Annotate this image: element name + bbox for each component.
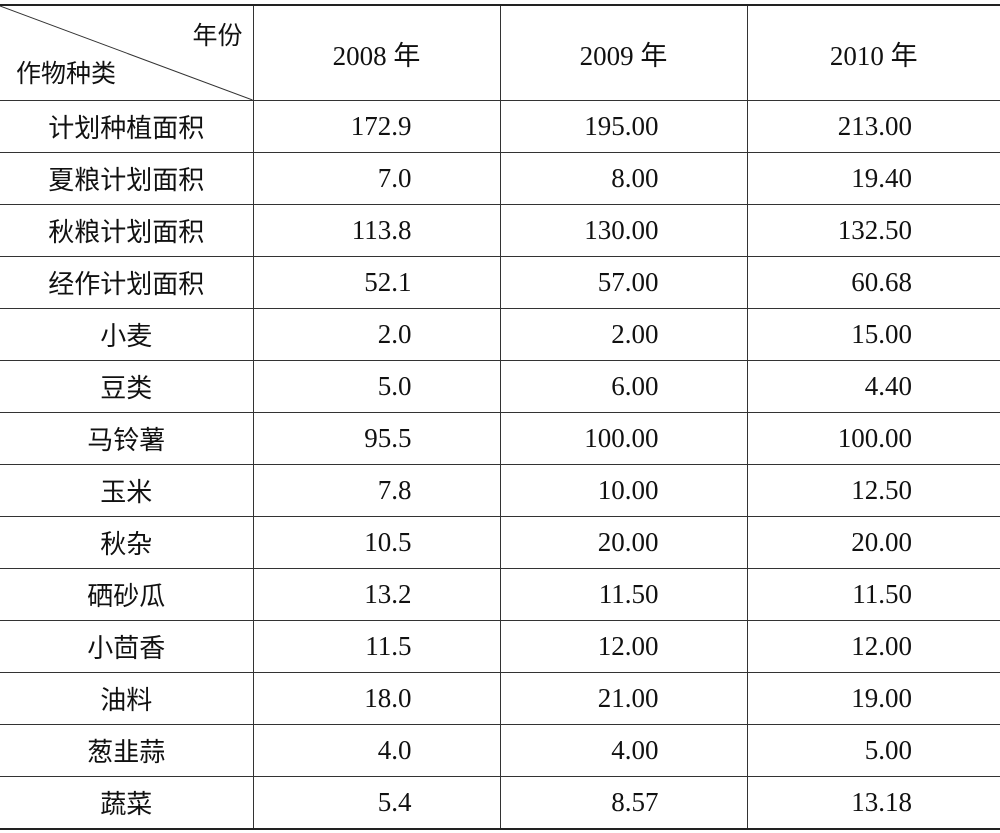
header-row: 年份 作物种类 2008 年 2009 年 2010 年 [0, 4, 1000, 101]
cell-value: 10.00 [499, 464, 748, 517]
table-row: 豆类 5.0 6.00 4.40 [0, 360, 1000, 413]
cell-value: 5.0 [252, 360, 501, 413]
column-header: 2010 年 [746, 4, 1000, 101]
cell-value: 7.8 [252, 464, 501, 517]
column-header: 2008 年 [252, 4, 501, 101]
cell-value: 132.50 [746, 204, 1000, 257]
table-row: 马铃薯 95.5 100.00 100.00 [0, 412, 1000, 465]
cell-value: 5.00 [746, 724, 1000, 777]
cell-value: 8.57 [499, 776, 748, 830]
cell-value: 113.8 [252, 204, 501, 257]
cell-value: 6.00 [499, 360, 748, 413]
crop-name: 秋杂 [0, 516, 254, 569]
table-row: 秋杂 10.5 20.00 20.00 [0, 516, 1000, 569]
cell-value: 2.00 [499, 308, 748, 361]
crop-name: 马铃薯 [0, 412, 254, 465]
cell-value: 213.00 [746, 100, 1000, 153]
cell-value: 13.18 [746, 776, 1000, 830]
cell-value: 8.00 [499, 152, 748, 205]
cell-value: 7.0 [252, 152, 501, 205]
table-row: 蔬菜 5.4 8.57 13.18 [0, 776, 1000, 830]
cell-value: 2.0 [252, 308, 501, 361]
table-row: 油料 18.0 21.00 19.00 [0, 672, 1000, 725]
cell-value: 4.40 [746, 360, 1000, 413]
table-row: 硒砂瓜 13.2 11.50 11.50 [0, 568, 1000, 621]
cell-value: 11.50 [746, 568, 1000, 621]
cell-value: 12.00 [499, 620, 748, 673]
crop-name: 葱韭蒜 [0, 724, 254, 777]
cell-value: 4.00 [499, 724, 748, 777]
crop-name: 秋粮计划面积 [0, 204, 254, 257]
cell-value: 18.0 [252, 672, 501, 725]
data-table: 年份 作物种类 2008 年 2009 年 2010 年 计划种植面积 172.9 19… [0, 4, 1000, 830]
cell-value: 4.0 [252, 724, 501, 777]
cell-value: 11.50 [499, 568, 748, 621]
cell-value: 13.2 [252, 568, 501, 621]
cell-value: 11.5 [252, 620, 501, 673]
crop-name: 蔬菜 [0, 776, 254, 830]
cell-value: 60.68 [746, 256, 1000, 309]
cell-value: 10.5 [252, 516, 501, 569]
cell-value: 20.00 [499, 516, 748, 569]
cell-value: 195.00 [499, 100, 748, 153]
cell-value: 12.00 [746, 620, 1000, 673]
crop-name: 油料 [0, 672, 254, 725]
table-row: 小茴香 11.5 12.00 12.00 [0, 620, 1000, 673]
cell-value: 172.9 [252, 100, 501, 153]
crop-name: 小茴香 [0, 620, 254, 673]
table-body: 年份 作物种类 2008 年 2009 年 2010 年 计划种植面积 172.9 19… [0, 4, 1000, 830]
table-row: 秋粮计划面积 113.8 130.00 132.50 [0, 204, 1000, 257]
cell-value: 19.00 [746, 672, 1000, 725]
corner-top: 年份 [192, 21, 243, 50]
table-row: 夏粮计划面积 7.0 8.00 19.40 [0, 152, 1000, 205]
table-row: 小麦 2.0 2.00 15.00 [0, 308, 1000, 361]
cell-value: 130.00 [499, 204, 748, 257]
cell-value: 5.4 [252, 776, 501, 830]
corner-cell: 年份 作物种类 [0, 4, 254, 101]
cell-value: 21.00 [499, 672, 748, 725]
cell-value: 20.00 [746, 516, 1000, 569]
crop-name: 夏粮计划面积 [0, 152, 254, 205]
cell-value: 95.5 [252, 412, 501, 465]
cell-value: 52.1 [252, 256, 501, 309]
cell-value: 19.40 [746, 152, 1000, 205]
table-row: 葱韭蒜 4.0 4.00 5.00 [0, 724, 1000, 777]
crop-name: 经作计划面积 [0, 256, 254, 309]
column-header: 2009 年 [499, 4, 748, 101]
corner-bottom: 作物种类 [16, 59, 117, 88]
table-row: 计划种植面积 172.9 195.00 213.00 [0, 100, 1000, 153]
crop-name: 小麦 [0, 308, 254, 361]
crop-name: 豆类 [0, 360, 254, 413]
crop-name: 计划种植面积 [0, 100, 254, 153]
cell-value: 100.00 [746, 412, 1000, 465]
cell-value: 100.00 [499, 412, 748, 465]
table-row: 玉米 7.8 10.00 12.50 [0, 464, 1000, 517]
crop-name: 硒砂瓜 [0, 568, 254, 621]
cell-value: 12.50 [746, 464, 1000, 517]
crop-name: 玉米 [0, 464, 254, 517]
diagonal [0, 6, 253, 100]
cell-value: 15.00 [746, 308, 1000, 361]
cell-value: 57.00 [499, 256, 748, 309]
table-row: 经作计划面积 52.1 57.00 60.68 [0, 256, 1000, 309]
